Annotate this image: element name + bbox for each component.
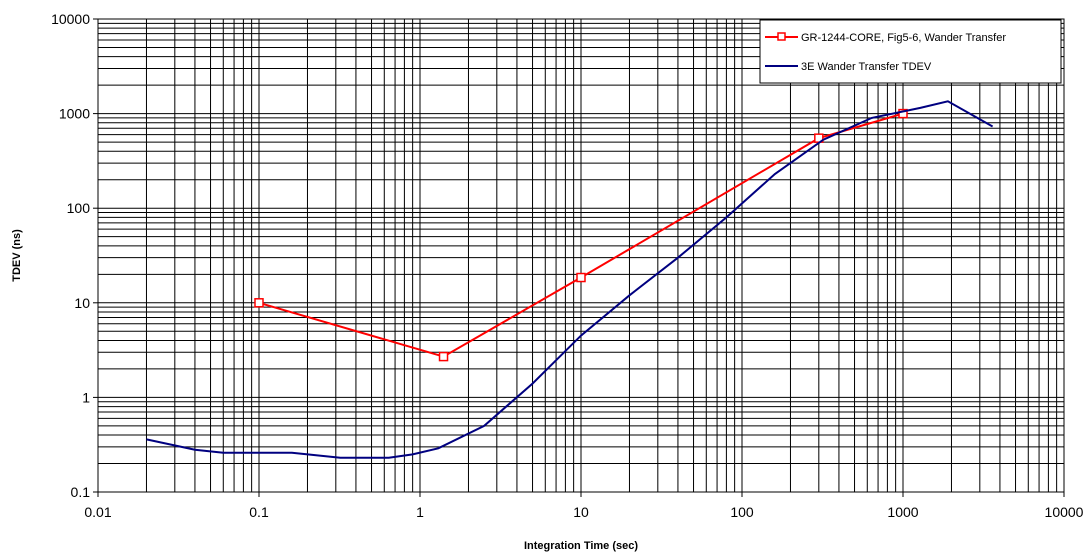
x-tick-label: 100: [730, 504, 754, 520]
y-tick-label: 10000: [51, 11, 90, 27]
y-tick-label: 1: [82, 389, 90, 405]
legend: GR-1244-CORE, Fig5-6, Wander Transfer 3E…: [759, 19, 1062, 84]
y-tick-label: 0.1: [71, 484, 91, 500]
x-tick-label: 1: [416, 504, 424, 520]
x-tick-label: 10000: [1045, 504, 1084, 520]
legend-label-gr1244: GR-1244-CORE, Fig5-6, Wander Transfer: [801, 32, 1006, 44]
x-axis-title: Integration Time (sec): [524, 540, 638, 552]
x-tick-label: 10: [573, 504, 589, 520]
x-tick-label: 1000: [887, 504, 918, 520]
y-axis-title: TDEV (ns): [11, 229, 23, 282]
series-point-0: [254, 298, 264, 308]
series-point-0: [576, 272, 586, 283]
series-line-1: [146, 100, 994, 459]
legend-label-3e: 3E Wander Transfer TDEV: [801, 61, 932, 73]
y-tick-label: 1000: [59, 106, 90, 122]
x-tick-label: 0.01: [84, 504, 111, 520]
y-tick-label: 10: [74, 295, 90, 311]
legend-marker-gr1244: [777, 32, 786, 41]
series-point-0: [438, 351, 449, 362]
legend-box: [759, 19, 1062, 84]
x-tick-label: 0.1: [249, 504, 269, 520]
y-tick-label: 100: [67, 200, 91, 216]
series-point-0: [898, 108, 908, 119]
